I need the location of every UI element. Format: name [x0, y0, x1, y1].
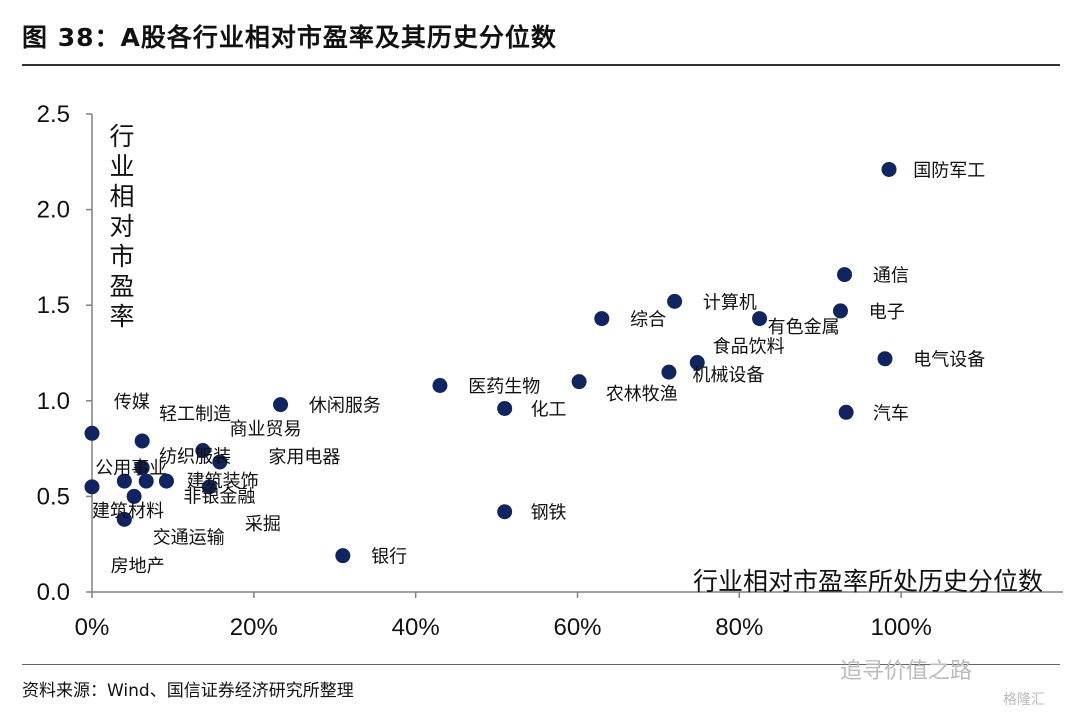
- point-label: 采掘: [245, 514, 281, 535]
- point-label: 建筑材料: [92, 501, 164, 522]
- point-label: 电气设备: [913, 350, 985, 371]
- data-point: [667, 293, 683, 309]
- x-tick-label: 80%: [715, 614, 763, 641]
- point-label: 电子: [869, 302, 905, 323]
- data-point: [195, 443, 211, 459]
- y-tick-label: 0.0: [37, 579, 70, 606]
- x-tick-label: 100%: [870, 614, 931, 641]
- data-points: [84, 161, 897, 564]
- y-tick-label: 2.5: [37, 101, 70, 128]
- data-point: [201, 479, 217, 495]
- data-point: [134, 460, 150, 476]
- watermark-account: 追寻价值之路: [840, 659, 973, 684]
- point-label: 银行: [371, 547, 407, 568]
- point-label: 轻工制造: [159, 404, 231, 425]
- point-label: 食品饮料: [713, 336, 785, 357]
- data-point: [335, 548, 351, 564]
- data-point: [832, 303, 848, 319]
- point-label: 房地产: [111, 556, 165, 577]
- y-tick-label: 2.0: [37, 197, 70, 224]
- data-point: [273, 397, 289, 413]
- point-label: 综合: [630, 310, 666, 331]
- data-point: [84, 425, 100, 441]
- data-point: [752, 311, 768, 327]
- title-divider: [22, 64, 1060, 66]
- data-point: [497, 400, 513, 416]
- point-label: 国防军工: [913, 160, 985, 181]
- footer-divider: [22, 664, 1060, 665]
- point-label: 医药生物: [468, 377, 540, 398]
- point-label: 计算机: [703, 292, 757, 313]
- data-point: [84, 479, 100, 495]
- data-point: [837, 267, 853, 283]
- point-label: 交通运输: [153, 528, 225, 549]
- point-label: 公用事业: [95, 458, 167, 479]
- data-point: [594, 311, 610, 327]
- data-point: [838, 404, 854, 420]
- point-label: 钢铁: [531, 503, 567, 524]
- point-label: 农林牧渔: [606, 384, 678, 405]
- x-axis-label: 行业相对市盈率所处历史分位数: [693, 567, 1043, 596]
- data-point: [212, 454, 228, 470]
- data-point: [661, 364, 677, 380]
- point-label: 商业贸易: [230, 419, 302, 440]
- point-label: 纺织服装: [159, 446, 231, 467]
- data-point: [158, 473, 174, 489]
- data-point: [126, 488, 142, 504]
- data-point: [881, 161, 897, 177]
- source-note: 资料来源：Wind、国信证券经济研究所整理: [22, 681, 354, 701]
- data-point: [432, 378, 448, 394]
- point-label: 汽车: [873, 403, 909, 424]
- point-label: 家用电器: [268, 447, 340, 468]
- point-label: 建筑装饰: [187, 471, 259, 492]
- x-tick-label: 40%: [392, 614, 440, 641]
- point-label: 休闲服务: [309, 396, 381, 417]
- data-point: [116, 473, 132, 489]
- y-tick-label: 1.0: [37, 388, 70, 415]
- point-label: 通信: [873, 266, 909, 287]
- x-tick-label: 60%: [553, 614, 601, 641]
- data-point: [116, 511, 132, 527]
- x-tick-label: 0%: [75, 614, 110, 641]
- point-label: 有色金属: [768, 317, 840, 338]
- y-tick-label: 0.5: [37, 483, 70, 510]
- watermark-brand: 格隆汇: [1003, 692, 1045, 708]
- data-point: [497, 504, 513, 520]
- data-point: [134, 433, 150, 449]
- data-point: [138, 473, 154, 489]
- point-label: 传媒: [114, 392, 150, 413]
- y-axis-label: 行业相对市盈率: [109, 122, 134, 331]
- data-point: [689, 355, 705, 371]
- y-tick-label: 1.5: [37, 292, 70, 319]
- point-label: 机械设备: [692, 365, 764, 386]
- chart-figure-title: 图 38：A股各行业相对市盈率及其历史分位数: [22, 23, 557, 52]
- data-point: [877, 351, 893, 367]
- x-tick-label: 20%: [230, 614, 278, 641]
- data-point: [571, 374, 587, 390]
- point-label: 非银金融: [183, 486, 255, 507]
- axis-ticks: 0.0 0.5 1.0 1.5 2.0 2.5 0% 20% 40% 60% 80% 100%: [37, 101, 932, 641]
- scatter-chart: 0.0 0.5 1.0 1.5 2.0 2.5 0% 20% 40% 60% 80% 100% 国防军…: [37, 101, 1063, 641]
- point-label: 化工: [531, 399, 567, 420]
